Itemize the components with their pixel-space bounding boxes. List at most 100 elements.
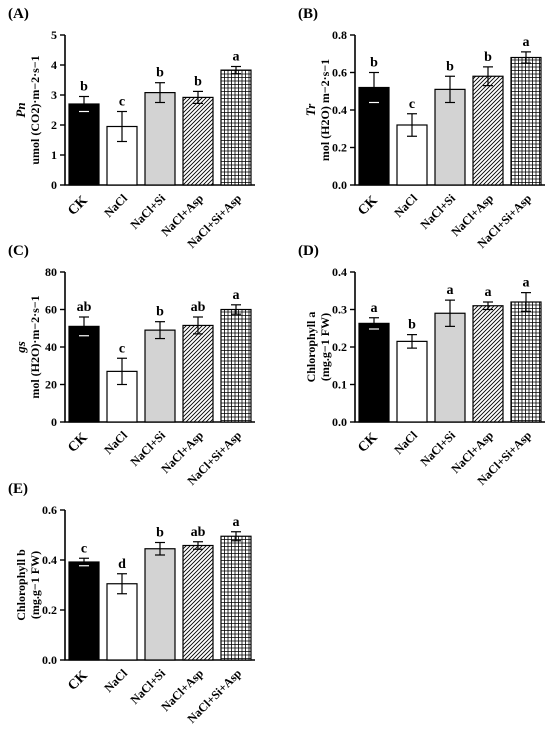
y-axis-label-line-1: Chlorophyll b: [14, 549, 28, 621]
y-tick-label: 0.0: [332, 415, 347, 429]
significance-letter: b: [408, 318, 416, 333]
x-tick-label: NaCl: [101, 428, 130, 457]
panel-4: (E) 0.0 0.2 0.4 0.6 Chlorophyll b (mg.g−1 FW) c…: [8, 481, 255, 726]
y-tick-label: 0.0: [332, 178, 347, 192]
panel-label: (E): [8, 481, 28, 497]
y-axis-label-line-2: mol (H2O)·m−2·s−1: [28, 295, 42, 398]
x-tick-label: NaCl: [101, 666, 130, 695]
significance-letter: b: [484, 50, 492, 65]
y-tick-label: 0.3: [332, 303, 347, 317]
significance-letter: a: [233, 50, 240, 65]
significance-letter: c: [81, 541, 87, 556]
y-tick-label: 0.8: [332, 28, 347, 42]
y-tick-label: 0: [51, 178, 57, 192]
significance-letter: a: [447, 283, 454, 298]
bar-nacl-si-asp: [220, 69, 252, 186]
y-tick-label: 0.6: [42, 503, 57, 517]
bar-nacl-si-asp: [510, 301, 542, 423]
y-tick-label: 2: [51, 118, 57, 132]
significance-letter: d: [118, 557, 126, 572]
bar-nacl-asp: [182, 544, 214, 661]
panel-label: (A): [8, 6, 29, 22]
y-tick-label: 0.4: [42, 553, 57, 567]
y-tick-label: 0.4: [332, 103, 347, 117]
y-tick-label: 0.0: [42, 653, 57, 667]
y-tick-label: 0: [51, 415, 57, 429]
bar-ck: [68, 325, 100, 423]
bar-ck: [358, 322, 390, 423]
significance-letter: a: [523, 276, 530, 291]
y-tick-label: 0.2: [42, 603, 57, 617]
significance-letter: b: [80, 80, 88, 95]
y-tick-label: 20: [45, 378, 57, 392]
significance-letter: a: [371, 301, 378, 316]
bar-nacl: [106, 583, 138, 661]
bar-ck: [68, 103, 100, 186]
y-tick-label: 3: [51, 88, 57, 102]
y-axis-label-line-1: Pn: [13, 102, 28, 117]
y-tick-label: 1: [51, 148, 57, 162]
y-axis-label-line-1: Chlorophyll a: [304, 312, 318, 383]
y-tick-label: 0.1: [332, 378, 347, 392]
panel-1: (B) 0.0 0.2 0.4 0.6 0.8 Tr mol (H2O) m−2·s−1 b CK…: [298, 6, 545, 251]
bar-ck: [358, 86, 390, 186]
y-tick-label: 0.2: [332, 340, 347, 354]
significance-letter: a: [523, 35, 530, 50]
bar-nacl-asp: [472, 75, 504, 186]
panel-label: (C): [8, 243, 29, 259]
significance-letter: a: [233, 288, 240, 303]
y-axis-label-line-1: Tr: [303, 103, 318, 116]
bar-ck: [68, 561, 100, 661]
y-tick-label: 60: [45, 303, 57, 317]
x-tick-label: CK: [355, 193, 381, 219]
x-tick-label: NaCl: [391, 191, 420, 220]
significance-letter: b: [156, 526, 164, 541]
y-axis-label-line-2: mol (H2O) m−2·s−1: [318, 59, 332, 161]
bar-nacl-asp: [182, 324, 214, 423]
bar-nacl-si: [434, 312, 466, 423]
bar-nacl-asp: [182, 96, 214, 186]
bar-nacl-si: [144, 548, 176, 661]
y-tick-label: 80: [45, 265, 57, 279]
significance-letter: c: [409, 97, 415, 112]
panel-label: (B): [298, 6, 318, 22]
y-tick-label: 40: [45, 340, 57, 354]
y-axis-label-line-2: umol (CO2)·m−2·s−1: [28, 55, 42, 164]
x-tick-label: NaCl: [391, 428, 420, 457]
significance-letter: c: [119, 95, 125, 110]
bar-nacl-asp: [472, 305, 504, 423]
bar-nacl-si-asp: [510, 56, 542, 186]
x-tick-label: CK: [355, 430, 381, 456]
y-tick-label: 4: [51, 58, 57, 72]
y-axis-label-line-2: (mg.g−1 FW): [318, 313, 332, 381]
significance-letter: b: [156, 66, 164, 81]
x-tick-label: CK: [65, 668, 91, 694]
y-tick-label: 0.4: [332, 265, 347, 279]
significance-letter: ab: [191, 525, 206, 540]
significance-letter: b: [156, 305, 164, 320]
x-tick-label: NaCl: [101, 191, 130, 220]
significance-letter: c: [119, 341, 125, 356]
significance-letter: b: [446, 59, 454, 74]
x-tick-label: CK: [65, 430, 91, 456]
y-tick-label: 0.6: [332, 66, 347, 80]
y-axis-label-line-2: (mg.g−1 FW): [28, 551, 42, 619]
significance-letter: b: [194, 74, 202, 89]
y-axis-label-line-1: gs: [13, 341, 28, 354]
panel-label: (D): [298, 243, 319, 259]
y-tick-label: 0.2: [332, 141, 347, 155]
significance-letter: ab: [191, 300, 206, 315]
bar-nacl-si-asp: [220, 308, 252, 423]
significance-letter: a: [233, 515, 240, 530]
bar-nacl-si: [144, 91, 176, 186]
significance-letter: b: [370, 56, 378, 71]
significance-letter: a: [485, 285, 492, 300]
bar-nacl-si-asp: [220, 535, 252, 661]
significance-letter: ab: [77, 300, 92, 315]
bar-nacl: [396, 340, 428, 423]
bar-nacl-si: [434, 88, 466, 186]
y-tick-label: 5: [51, 28, 57, 42]
panel-3: (D) 0.0 0.1 0.2 0.3 0.4 Chlorophyll a (mg.g−1 F…: [298, 243, 545, 488]
